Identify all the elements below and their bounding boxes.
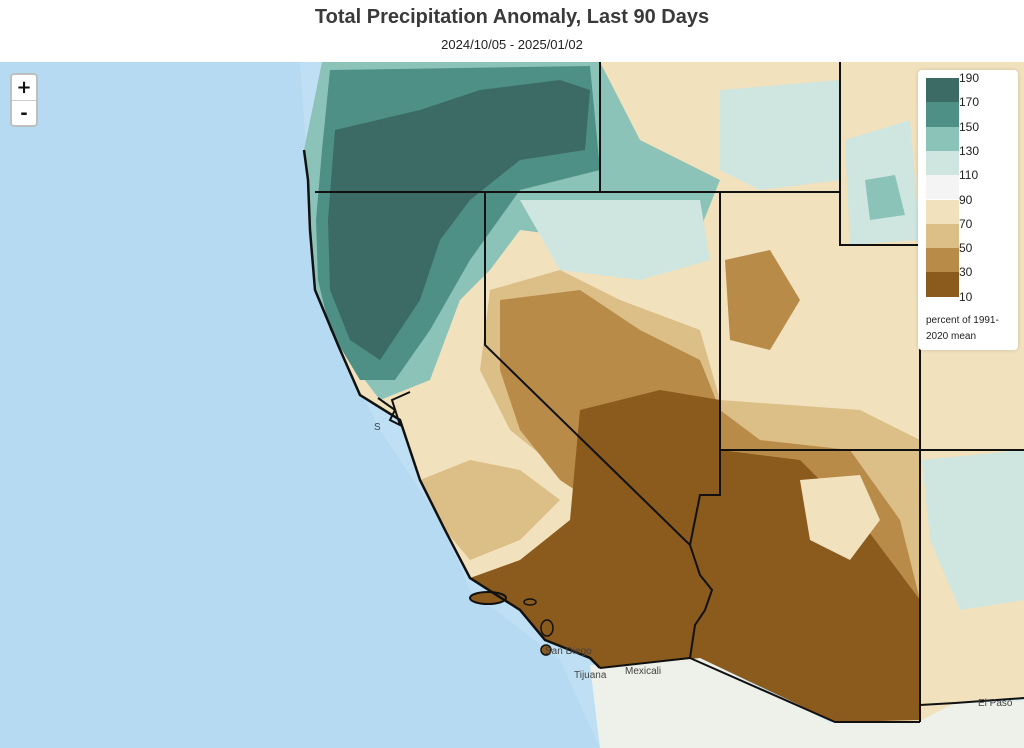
legend-note-line2: 2020 mean	[926, 331, 977, 342]
legend-tick-label: 150	[959, 119, 980, 134]
map-canvas[interactable]: S San Diego Tijuana Mexicali El Paso	[0, 62, 1024, 748]
legend-tick-label: 90	[959, 192, 973, 207]
extreme-wet-zone-north	[328, 80, 590, 360]
city-label-san-diego: San Diego	[545, 646, 592, 657]
ocean-shade	[0, 62, 600, 748]
legend-swatch	[926, 78, 959, 103]
zoom-in-button[interactable]: +	[12, 75, 36, 101]
coastline	[302, 149, 601, 669]
legend-swatch	[926, 102, 959, 127]
legend-swatch	[926, 150, 959, 176]
map-title: Total Precipitation Anomaly, Last 90 Day…	[314, 6, 710, 28]
zoom-control: + -	[10, 73, 38, 127]
city-label-mexicali: Mexicali	[625, 666, 661, 677]
legend-tick-label: 50	[959, 241, 973, 256]
near-normal-arizona	[800, 475, 880, 560]
legend-swatch	[926, 175, 959, 200]
legend-swatch	[926, 248, 959, 273]
legend-swatch	[926, 199, 959, 224]
city-label-el-paso: El Paso	[978, 698, 1013, 709]
legend-tick-label: 170	[959, 95, 980, 110]
legend: 190 170 150 130 110 90 70 50 30 10 percent of 199…	[918, 70, 1018, 350]
island-4	[540, 644, 552, 656]
sf-bay	[377, 391, 411, 427]
legend-swatch	[926, 223, 959, 249]
legend-tick-label: 190	[959, 71, 980, 85]
dry-zone-utah	[725, 250, 800, 350]
legend-tick-label: 10	[959, 289, 973, 304]
precipitation-map-svg[interactable]: S San Diego Tijuana Mexicali El Paso	[0, 62, 1024, 748]
wet-spot-wyoming	[865, 175, 905, 220]
legend-tick-label: 110	[959, 168, 979, 183]
legend-swatch	[926, 272, 959, 297]
map-header: Total Precipitation Anomaly, Last 90 Day…	[0, 0, 1024, 62]
legend-swatch	[926, 126, 959, 151]
legend-tick-label: 30	[959, 265, 973, 280]
wet-zone-nevada	[520, 200, 710, 280]
legend-note-line1: percent of 1991-	[926, 315, 999, 326]
city-label-sf: S	[374, 422, 381, 433]
legend-tick-label: 70	[959, 216, 973, 231]
zoom-out-button[interactable]: -	[20, 103, 28, 124]
legend-note: percent of 1991- 2020 mean	[926, 313, 1016, 345]
legend-tick-label: 130	[959, 143, 980, 158]
island-2	[523, 598, 537, 606]
island-3	[540, 619, 554, 637]
city-label-tijuana: Tijuana	[574, 670, 607, 681]
wet-zone-montana	[720, 80, 840, 190]
mexico-land	[590, 658, 1024, 748]
date-range: 2024/10/05 - 2025/01/02	[441, 37, 583, 52]
very-dry-zone-south	[470, 390, 920, 722]
dry-zone-coastal	[420, 460, 560, 560]
wet-zone-newmexico	[922, 450, 1024, 610]
